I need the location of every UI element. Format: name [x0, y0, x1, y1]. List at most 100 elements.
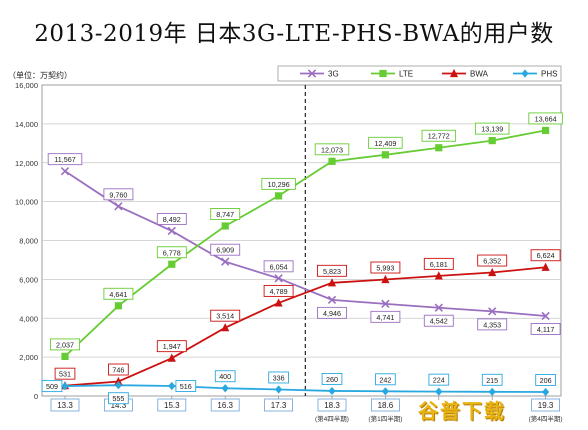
- lte-data-label: 13,664: [535, 114, 557, 123]
- phs-data-label: 206: [540, 376, 552, 385]
- lte-data-label: 12,073: [321, 145, 343, 154]
- bwa-point: [381, 274, 390, 284]
- 3g-data-label-box: [103, 188, 134, 201]
- marker-stroke: [434, 303, 443, 312]
- phs-data-label: 215: [486, 376, 498, 385]
- x-tick-label: 18.3: [324, 401, 340, 410]
- bwa-data-label-box: [54, 367, 76, 380]
- lte-point: [542, 126, 550, 135]
- phs-point: [221, 384, 229, 393]
- phs-data-label: 336: [273, 373, 285, 382]
- x-tick-box: [210, 398, 240, 412]
- phs-data-label-box: [214, 370, 236, 383]
- bwa-data-label-box: [477, 254, 508, 267]
- marker-stroke: [307, 69, 317, 78]
- 3g-data-label-box: [317, 306, 347, 319]
- bwa-data-label-box: [210, 309, 241, 322]
- 3g-data-label-box: [477, 318, 508, 331]
- bwa-point: [327, 278, 337, 287]
- legend-label-3g: 3G: [328, 70, 339, 79]
- marker-stroke: [60, 167, 70, 176]
- 3g-data-label: 6,054: [270, 262, 288, 271]
- phs-point: [435, 387, 443, 396]
- 3g-data-label-box: [210, 243, 241, 256]
- series-line-phs: [64, 384, 546, 393]
- bwa-data-label-box: [530, 249, 561, 262]
- bwa-data-label-box: [370, 261, 401, 274]
- phs-point: [275, 385, 283, 394]
- 3g-data-label: 11,567: [54, 155, 75, 164]
- x-tick-sublabel: (第4四半期): [529, 414, 563, 423]
- phs-point: [488, 387, 496, 396]
- phs-data-label-box: [375, 373, 396, 386]
- y-axis-unit-label: （单位：万契约）: [8, 71, 72, 80]
- phs-data-label-box: [268, 371, 289, 384]
- watermark-logo: 谷普下载: [418, 399, 506, 423]
- bwa-data-label-box: [156, 340, 187, 353]
- 3g-point: [327, 295, 337, 305]
- x-tick-box: [370, 398, 400, 412]
- phs-point: [61, 382, 69, 391]
- y-tick-label: 0: [34, 392, 38, 401]
- x-tick-label: 14.3: [111, 401, 127, 410]
- marker-stroke: [274, 274, 283, 283]
- lte-data-label-box: [210, 208, 241, 220]
- bwa-data-label-box: [423, 257, 454, 270]
- y-tick-label: 2,000: [19, 353, 38, 362]
- 3g-point: [381, 299, 390, 309]
- y-tick-label: 12,000: [15, 159, 38, 168]
- lte-point: [114, 302, 122, 310]
- legend-marker-3g: [307, 69, 317, 78]
- series-line-3g: [64, 170, 546, 317]
- phs-data-label: 224: [433, 376, 445, 385]
- lte-data-label: 13,139: [481, 125, 503, 134]
- marker-stroke: [221, 257, 230, 266]
- 3g-point: [60, 167, 70, 176]
- lte-data-label-box: [474, 122, 510, 135]
- x-tick-label: 16.3: [217, 401, 233, 410]
- phs-point: [168, 381, 176, 391]
- bwa-point: [221, 323, 230, 332]
- legend-marker-phs: [521, 69, 529, 78]
- bwa-data-label-box: [317, 264, 347, 277]
- bwa-data-label: 6,624: [537, 251, 555, 260]
- lte-data-label-box: [50, 338, 80, 351]
- lte-point: [61, 352, 69, 361]
- bwa-data-label-box: [263, 284, 294, 297]
- lte-data-label-box: [528, 112, 563, 125]
- legend-label-lte: LTE: [399, 70, 413, 79]
- lte-data-label: 10,296: [268, 180, 290, 189]
- phs-point: [381, 387, 389, 396]
- bwa-data-label: 531: [59, 370, 71, 379]
- x-tick-box: [317, 398, 347, 412]
- lte-data-label: 2,037: [56, 340, 74, 349]
- phs-data-label: 260: [326, 375, 338, 384]
- phs-data-label-box: [321, 372, 343, 385]
- marker-stroke: [327, 295, 337, 305]
- 3g-data-label-box: [156, 212, 187, 225]
- bwa-data-label-box: [108, 363, 129, 376]
- x-tick-label: 13.3: [57, 401, 73, 410]
- phs-point: [114, 381, 122, 390]
- legend-label-bwa: BWA: [470, 70, 489, 79]
- bwa-data-label: 746: [112, 365, 124, 374]
- lte-data-label-box: [368, 136, 403, 149]
- 3g-data-label: 4,353: [483, 320, 501, 329]
- 3g-point: [434, 303, 443, 312]
- series-line-lte: [64, 129, 546, 358]
- bwa-point: [541, 262, 550, 271]
- marker-stroke: [541, 311, 550, 321]
- lte-data-label: 12,409: [374, 139, 396, 148]
- 3g-data-label: 6,909: [216, 246, 234, 255]
- x-tick-label: 17.3: [271, 401, 287, 410]
- x-tick-label: 15.3: [164, 401, 180, 410]
- lte-data-label-box: [314, 143, 350, 156]
- bwa-point: [167, 353, 176, 362]
- lte-data-label-box: [156, 246, 187, 259]
- bwa-data-label: 4,789: [270, 287, 288, 296]
- y-tick-label: 6,000: [19, 275, 38, 284]
- lte-point: [381, 151, 389, 159]
- phs-data-label-box: [481, 373, 503, 386]
- legend: [277, 65, 562, 82]
